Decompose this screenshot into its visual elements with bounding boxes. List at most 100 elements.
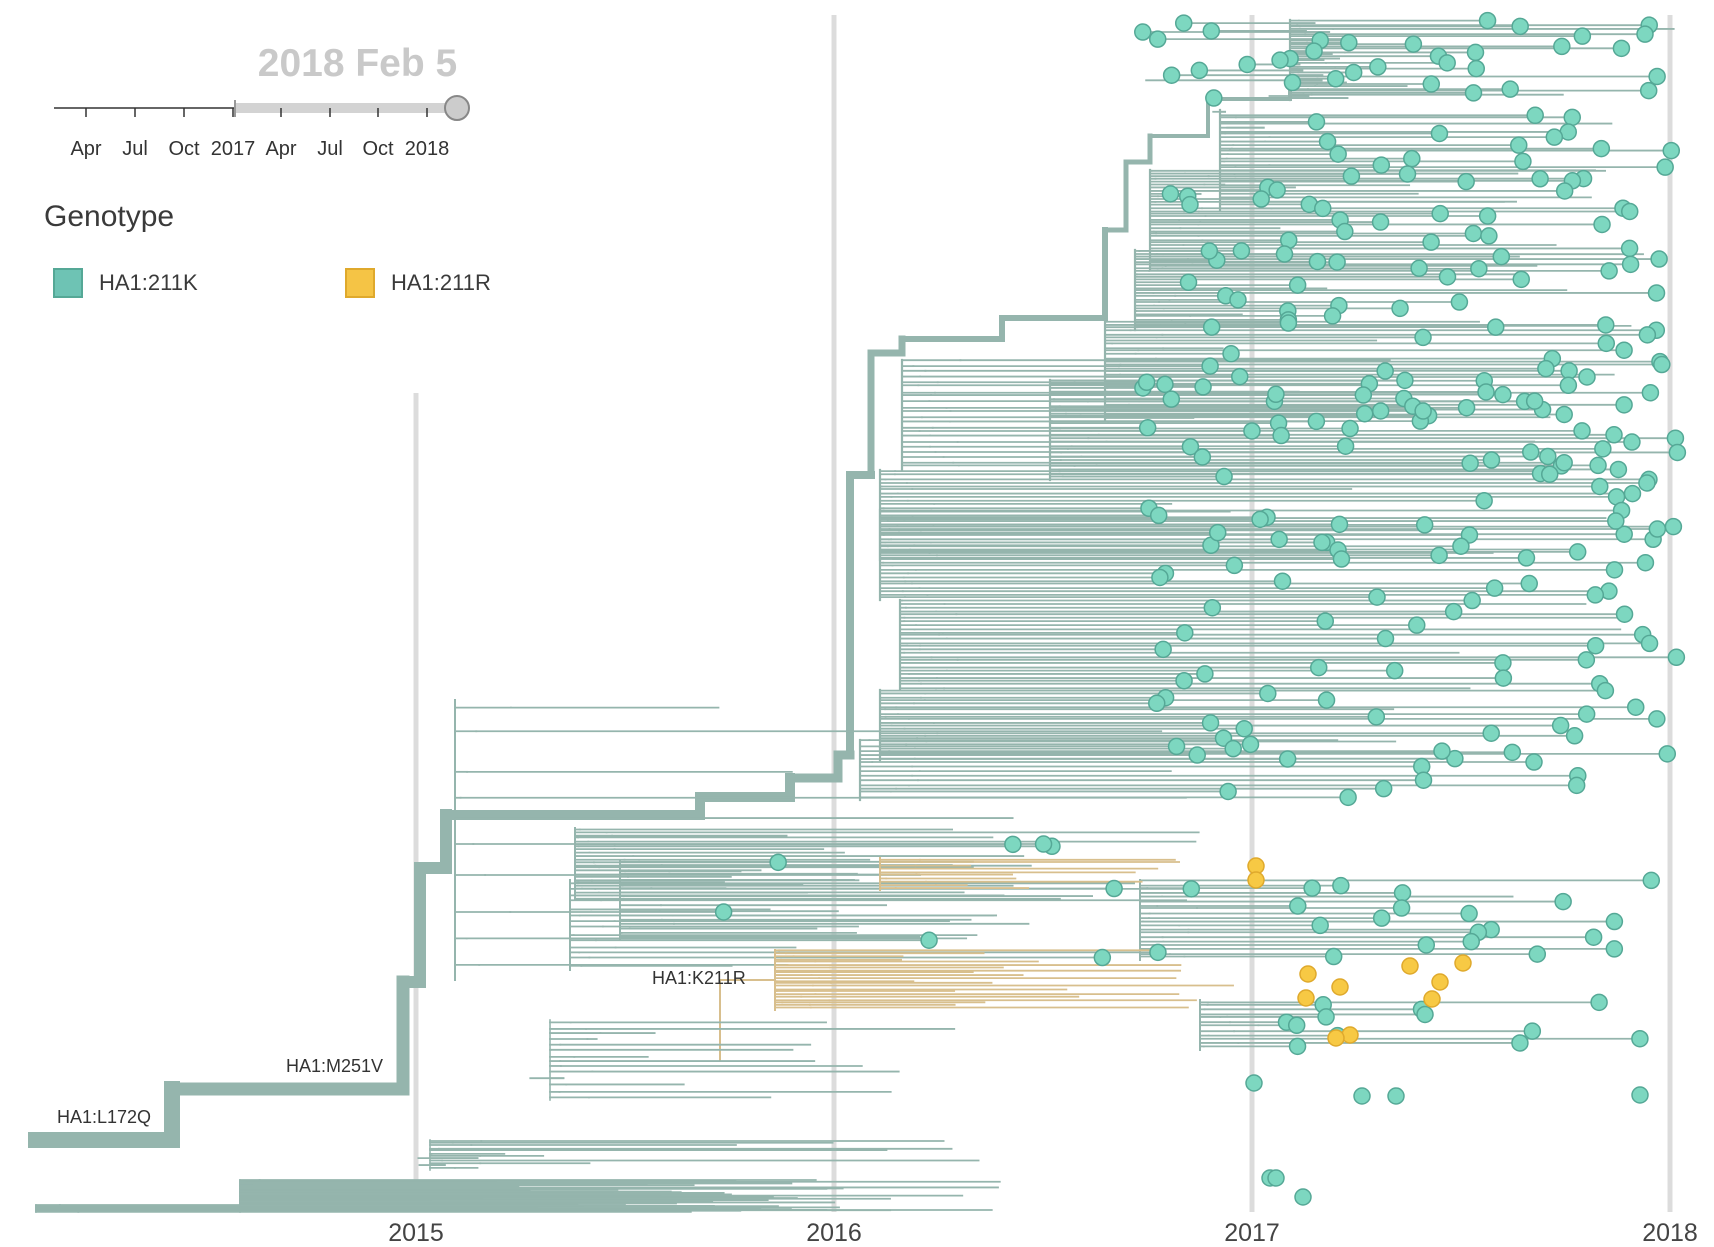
tip-node[interactable] — [1501, 80, 1519, 98]
tip-node[interactable] — [1401, 957, 1419, 975]
tip-node[interactable] — [1631, 1086, 1649, 1104]
tip-node[interactable] — [1567, 776, 1586, 795]
tip-node[interactable] — [1201, 714, 1220, 732]
tip-node[interactable] — [1176, 624, 1194, 642]
tip-node[interactable] — [1664, 517, 1683, 536]
tip-node[interactable] — [1577, 651, 1596, 669]
tip-node[interactable] — [1272, 426, 1290, 445]
tip-node[interactable] — [1430, 546, 1448, 565]
tip-node[interactable] — [1607, 512, 1625, 530]
tip-node[interactable] — [1584, 928, 1603, 946]
tip-node[interactable] — [1648, 520, 1667, 538]
tip-node[interactable] — [1554, 892, 1572, 911]
tip-node[interactable] — [1376, 362, 1394, 380]
tip-node[interactable] — [1408, 616, 1426, 634]
tip-node[interactable] — [1478, 207, 1497, 225]
tip-node[interactable] — [1202, 318, 1221, 336]
tip-node[interactable] — [1512, 270, 1531, 289]
tip-node[interactable] — [1482, 724, 1500, 742]
tip-node[interactable] — [1154, 640, 1172, 659]
tip-node[interactable] — [1444, 602, 1463, 621]
tip-node[interactable] — [1278, 750, 1297, 768]
tip-node[interactable] — [1354, 386, 1373, 404]
tip-node[interactable] — [1605, 561, 1624, 579]
tip-node[interactable] — [1371, 402, 1390, 420]
tip-node[interactable] — [1034, 835, 1053, 853]
tip-node[interactable] — [1371, 213, 1390, 231]
tip-node[interactable] — [1668, 443, 1687, 462]
tip-node[interactable] — [1545, 128, 1564, 146]
tip-node[interactable] — [1151, 568, 1169, 587]
tip-node[interactable] — [1267, 385, 1285, 404]
tip-node[interactable] — [1367, 708, 1386, 726]
tip-node[interactable] — [1431, 204, 1449, 223]
tip-node[interactable] — [1149, 506, 1168, 525]
tip-node[interactable] — [1416, 1005, 1434, 1024]
tip-node[interactable] — [1311, 916, 1329, 935]
tip-node[interactable] — [1251, 510, 1269, 529]
tip-node[interactable] — [1219, 782, 1237, 801]
tip-node[interactable] — [1004, 835, 1022, 854]
tip-node[interactable] — [1404, 35, 1423, 53]
tip-node[interactable] — [1307, 113, 1326, 131]
tip-node[interactable] — [1138, 419, 1157, 437]
tip-node[interactable] — [1305, 42, 1323, 60]
tip-node[interactable] — [1297, 989, 1315, 1007]
tip-node[interactable] — [1196, 665, 1214, 683]
tip-node[interactable] — [1639, 81, 1658, 100]
tip-node[interactable] — [1422, 75, 1441, 93]
tip-node[interactable] — [1650, 250, 1668, 268]
tip-node[interactable] — [1605, 912, 1624, 931]
tip-node[interactable] — [1555, 405, 1573, 424]
tip-node[interactable] — [1344, 63, 1363, 82]
tip-node[interactable] — [1331, 978, 1349, 996]
tip-node[interactable] — [714, 903, 733, 921]
tip-node[interactable] — [1454, 954, 1472, 972]
legend-item-211r[interactable]: HA1:211R — [345, 266, 491, 300]
tip-node[interactable] — [1247, 871, 1265, 889]
tip-node[interactable] — [1422, 233, 1440, 251]
tip-node[interactable] — [1339, 788, 1357, 807]
tip-node[interactable] — [1573, 422, 1591, 440]
tip-node[interactable] — [1275, 245, 1294, 263]
tip-node[interactable] — [1149, 943, 1167, 962]
tip-node[interactable] — [1268, 181, 1286, 199]
tip-node[interactable] — [1592, 139, 1611, 158]
tip-node[interactable] — [1482, 451, 1501, 469]
tip-node[interactable] — [1438, 268, 1457, 286]
tip-node[interactable] — [1323, 307, 1342, 325]
tip-node[interactable] — [1528, 945, 1547, 963]
tip-node[interactable] — [1392, 899, 1411, 917]
tip-node[interactable] — [1620, 202, 1639, 221]
tip-node[interactable] — [1245, 1074, 1263, 1092]
tip-node[interactable] — [1224, 739, 1242, 758]
tip-node[interactable] — [1368, 588, 1386, 606]
tip-node[interactable] — [1612, 39, 1631, 58]
tip-node[interactable] — [1621, 255, 1640, 274]
tip-node[interactable] — [1623, 484, 1642, 503]
tip-node[interactable] — [1188, 746, 1206, 764]
tip-node[interactable] — [1376, 629, 1395, 648]
tip-node[interactable] — [1238, 55, 1256, 74]
tip-node[interactable] — [1662, 141, 1681, 160]
tip-node[interactable] — [1316, 612, 1335, 630]
tip-node[interactable] — [1653, 355, 1671, 374]
tip-node[interactable] — [1279, 314, 1298, 332]
tip-node[interactable] — [1161, 185, 1180, 203]
tip-node[interactable] — [1467, 59, 1485, 78]
tip-node[interactable] — [1318, 132, 1337, 151]
tip-node[interactable] — [1452, 537, 1470, 555]
tip-node[interactable] — [1093, 948, 1112, 967]
tip-node[interactable] — [1391, 299, 1409, 318]
tip-node[interactable] — [1609, 460, 1628, 479]
tip-node[interactable] — [1641, 383, 1660, 402]
tip-node[interactable] — [1208, 523, 1227, 542]
slider-end-handle[interactable] — [444, 95, 470, 121]
tip-node[interactable] — [1162, 390, 1181, 408]
legend-item-211k[interactable]: HA1:211K — [53, 266, 198, 300]
tip-node[interactable] — [1156, 375, 1174, 394]
tip-node[interactable] — [1540, 465, 1559, 483]
tip-node[interactable] — [1596, 681, 1615, 700]
tip-node[interactable] — [1369, 58, 1387, 76]
